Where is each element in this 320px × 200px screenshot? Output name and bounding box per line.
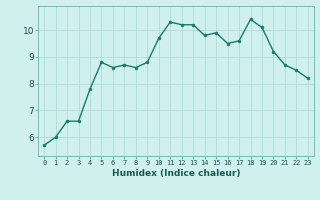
X-axis label: Humidex (Indice chaleur): Humidex (Indice chaleur) bbox=[112, 169, 240, 178]
